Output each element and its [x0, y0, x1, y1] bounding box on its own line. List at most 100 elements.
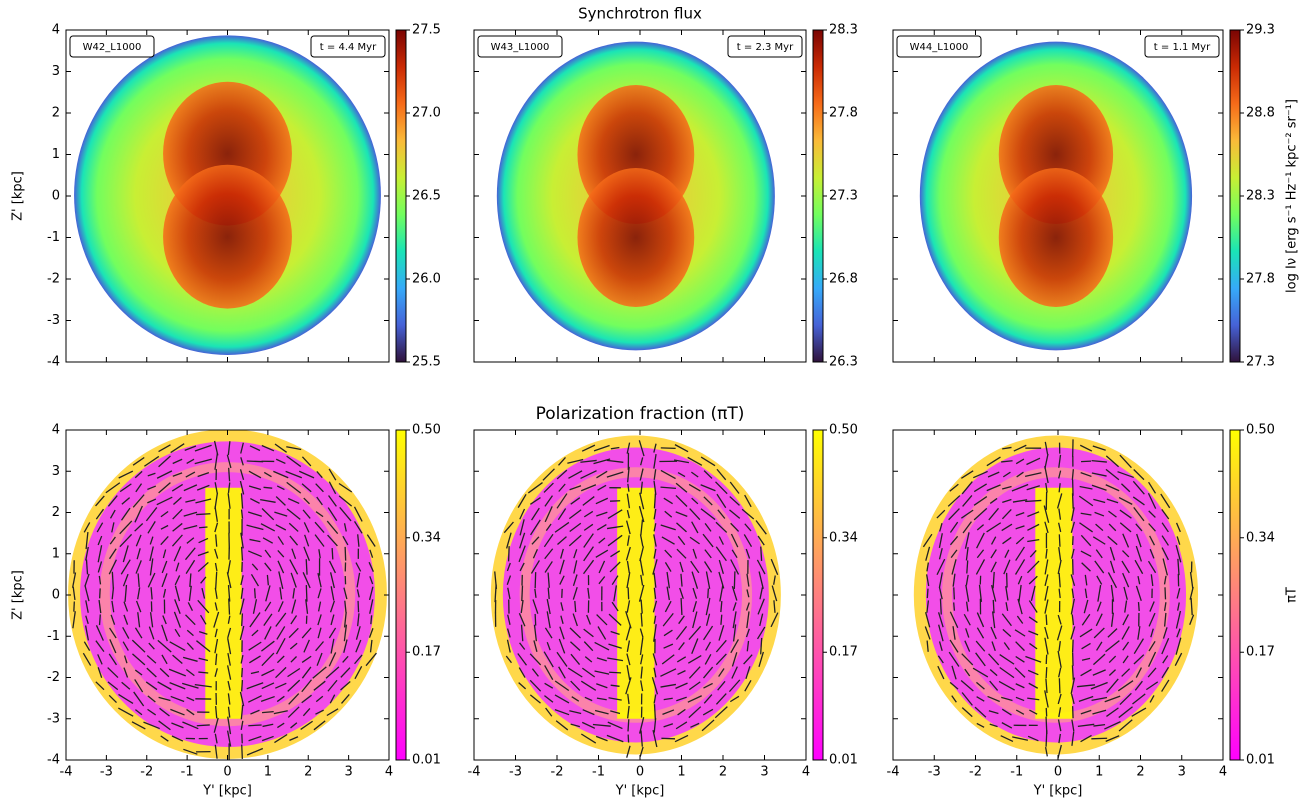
polarization-vector — [1094, 511, 1105, 517]
polarization-vector — [1091, 472, 1107, 477]
time-label-box — [310, 35, 386, 58]
polarization-vector — [261, 444, 275, 452]
polarization-vector — [1135, 667, 1143, 678]
polarization-vector — [1096, 601, 1102, 612]
polarization-vector — [653, 718, 657, 733]
polarization-vector — [261, 508, 275, 521]
polarization-vector — [108, 694, 117, 704]
polarization-vector — [1109, 560, 1115, 574]
polarization-vector — [146, 655, 157, 664]
polarization-vector — [570, 653, 581, 665]
polarization-vector — [1148, 612, 1156, 627]
polarization-vector — [625, 677, 632, 695]
polarization-vector — [1079, 485, 1093, 490]
polarization-vector — [627, 705, 630, 719]
polarization-vector — [240, 704, 244, 720]
polarization-vector — [111, 522, 115, 533]
polarization-vector — [246, 460, 264, 463]
polarization-vector — [594, 709, 609, 715]
polarization-vector — [625, 610, 632, 629]
polarization-vector — [1070, 626, 1076, 640]
polarization-vector — [757, 535, 765, 546]
polarization-vector — [640, 457, 644, 466]
polarization-vector — [1058, 508, 1062, 520]
polarization-vector — [149, 546, 154, 562]
polarization-vector — [1190, 598, 1193, 616]
polarization-vector — [194, 458, 212, 465]
polarization-vector — [196, 724, 210, 727]
polarization-vector — [583, 641, 594, 652]
polarization-vector — [246, 682, 264, 690]
polarization-vector — [703, 694, 713, 704]
polarization-vector — [239, 625, 245, 641]
polarization-vector — [170, 695, 185, 703]
polarization-vector — [263, 471, 272, 478]
colorbar-tick-label: 0.34 — [1246, 530, 1275, 545]
polarization-vector — [302, 708, 311, 717]
polarization-vector — [703, 470, 713, 479]
x-tick-label: -4 — [468, 765, 481, 780]
polarization-vector — [1189, 586, 1194, 600]
polarization-vector — [1092, 445, 1106, 451]
polarization-vector — [989, 723, 998, 728]
polarization-vector — [687, 456, 703, 466]
polarization-vector — [687, 695, 702, 703]
polarization-vector — [343, 612, 347, 628]
polarization-vector — [260, 498, 276, 503]
polarization-vector — [544, 695, 554, 703]
polarization-vector — [227, 653, 231, 666]
polarization-vector — [72, 586, 76, 601]
polarization-vector — [226, 454, 232, 469]
polarization-vector — [626, 442, 631, 454]
polarization-vector — [608, 697, 622, 701]
polarization-vector — [963, 613, 971, 626]
polarization-vector — [131, 639, 146, 653]
polarization-spine — [205, 487, 242, 719]
polarization-vector — [368, 586, 374, 601]
polarization-vector — [773, 575, 776, 585]
polarization-vector — [261, 652, 275, 667]
polarization-vector — [507, 546, 510, 562]
polarization-vector — [226, 572, 232, 589]
polarization-vector — [1056, 625, 1063, 641]
polarization-vector — [105, 482, 121, 494]
polarization-vector — [344, 546, 347, 561]
polarization-vector — [720, 614, 723, 625]
polarization-vector — [962, 521, 972, 534]
polarization-vector — [610, 684, 620, 687]
polarization-vector — [278, 571, 284, 589]
polarization-vector — [146, 667, 157, 678]
polarization-vector — [135, 600, 142, 613]
polarization-vector — [1001, 722, 1013, 729]
polarization-vector — [986, 522, 1002, 533]
polarization-vector — [610, 630, 620, 636]
panel: W44_L1000 t = 1.1 Myr 27.3 27.8 28.3 28.8 29.3… — [892, 23, 1300, 370]
polarization-vector — [275, 666, 287, 679]
polarization-vector — [544, 665, 554, 680]
polarization-vector — [1124, 600, 1128, 613]
polarization-vector — [1071, 469, 1075, 480]
polarization-vector — [183, 484, 198, 492]
polarization-vector — [97, 545, 103, 563]
polarization-vector — [732, 602, 737, 611]
polarization-vector — [1176, 536, 1181, 545]
polarization-vector — [976, 612, 985, 628]
polarization-vector — [196, 640, 211, 653]
polarization-vector — [226, 730, 232, 747]
polarization-vector — [330, 614, 335, 626]
polarization-vector — [1044, 521, 1049, 534]
polarization-vector — [973, 496, 988, 506]
polarization-vector — [1096, 575, 1103, 585]
polarization-vector — [300, 720, 313, 730]
polarization-vector — [756, 559, 766, 575]
polarization-vector — [368, 561, 374, 572]
polarization-vector — [568, 509, 582, 520]
polarization-vector — [1161, 508, 1170, 520]
polarization-vector — [580, 680, 597, 691]
polarization-vector — [302, 572, 311, 589]
polarization-vector — [228, 467, 231, 482]
polarization-vector — [317, 588, 322, 599]
polarization-vector — [215, 571, 218, 589]
polarization-vector — [937, 665, 945, 680]
polarization-vector — [173, 611, 182, 628]
